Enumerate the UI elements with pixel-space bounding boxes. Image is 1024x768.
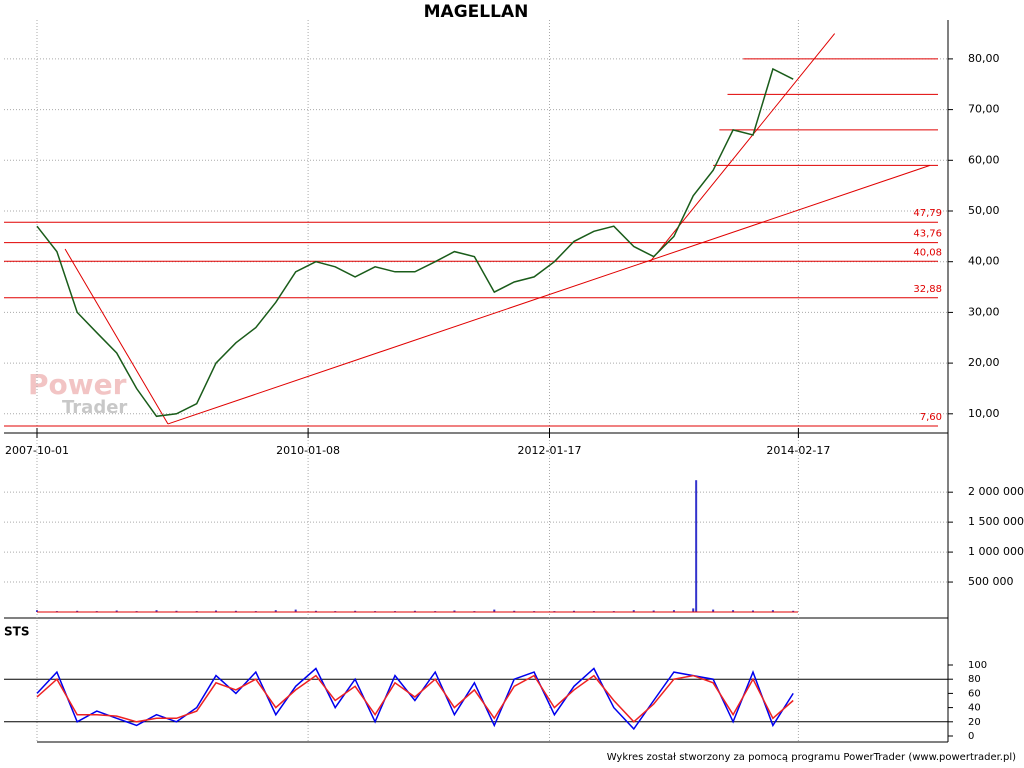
- volume-bar: [652, 610, 655, 612]
- volume-bar: [672, 610, 675, 612]
- volume-bar: [751, 610, 754, 612]
- volume-bar: [314, 610, 317, 612]
- volume-bar: [513, 610, 516, 612]
- panel-title: STS: [4, 625, 29, 639]
- y-tick-label: 10,00: [968, 407, 1000, 420]
- level-label: 40,08: [913, 247, 942, 258]
- trend-line: [167, 164, 931, 425]
- volume-bar: [792, 610, 795, 612]
- y-tick-label: 500 000: [968, 575, 1014, 588]
- watermark: Trader: [62, 397, 127, 418]
- volume-bar: [76, 610, 79, 612]
- y-tick-label: 70,00: [968, 103, 1000, 116]
- trend-line: [649, 33, 836, 263]
- volume-bar: [155, 610, 158, 612]
- y-tick-label: 40,00: [968, 255, 1000, 268]
- level-label: 32,88: [913, 284, 942, 295]
- y-tick-label: 20,00: [968, 356, 1000, 369]
- level-label: 7,60: [920, 412, 942, 423]
- volume-bar: [692, 608, 695, 612]
- trend-line: [64, 248, 169, 425]
- level-label: 43,76: [913, 229, 942, 240]
- volume-bar: [214, 610, 217, 612]
- y-tick-label: 0: [968, 731, 974, 742]
- volume-bar: [712, 609, 715, 612]
- y-tick-label: 50,00: [968, 204, 1000, 217]
- level-label: 47,79: [913, 208, 942, 219]
- volume-bar: [572, 610, 575, 612]
- volume-bar: [771, 610, 774, 612]
- price-line: [36, 67, 794, 418]
- sts-line: [36, 674, 794, 723]
- y-tick-label: 100: [968, 660, 987, 671]
- y-tick-label: 40: [968, 703, 981, 714]
- volume-bar: [115, 610, 118, 612]
- volume-bar: [695, 480, 698, 612]
- volume-bar: [732, 610, 735, 612]
- volume-bar: [175, 610, 178, 612]
- volume-bar: [35, 610, 38, 612]
- x-tick-label: 2012-01-17: [518, 444, 582, 457]
- volume-bar: [413, 610, 416, 612]
- y-tick-label: 60: [968, 688, 981, 699]
- footer: Wykres został stworzony za pomocą progra…: [607, 752, 1016, 763]
- sts-line: [36, 667, 794, 731]
- y-tick-label: 1 500 000: [968, 515, 1024, 528]
- y-tick-label: 2 000 000: [968, 485, 1024, 498]
- x-tick-label: 2014-02-17: [766, 444, 830, 457]
- volume-bar: [493, 609, 496, 612]
- x-tick-label: 2010-01-08: [276, 444, 340, 457]
- volume-bar: [632, 610, 635, 612]
- volume-bar: [274, 610, 277, 612]
- y-tick-label: 1 000 000: [968, 545, 1024, 558]
- volume-bar: [234, 610, 237, 612]
- y-tick-label: 60,00: [968, 153, 1000, 166]
- y-tick-label: 80,00: [968, 52, 1000, 65]
- volume-bar: [453, 610, 456, 612]
- chart-title: MAGELLAN: [424, 2, 529, 22]
- x-tick-label: 2007-10-01: [5, 444, 69, 457]
- volume-bar: [354, 610, 357, 612]
- y-tick-label: 20: [968, 717, 981, 728]
- y-tick-label: 80: [968, 674, 981, 685]
- y-tick-label: 30,00: [968, 305, 1000, 318]
- volume-bar: [294, 609, 297, 612]
- watermark: Power: [28, 368, 127, 401]
